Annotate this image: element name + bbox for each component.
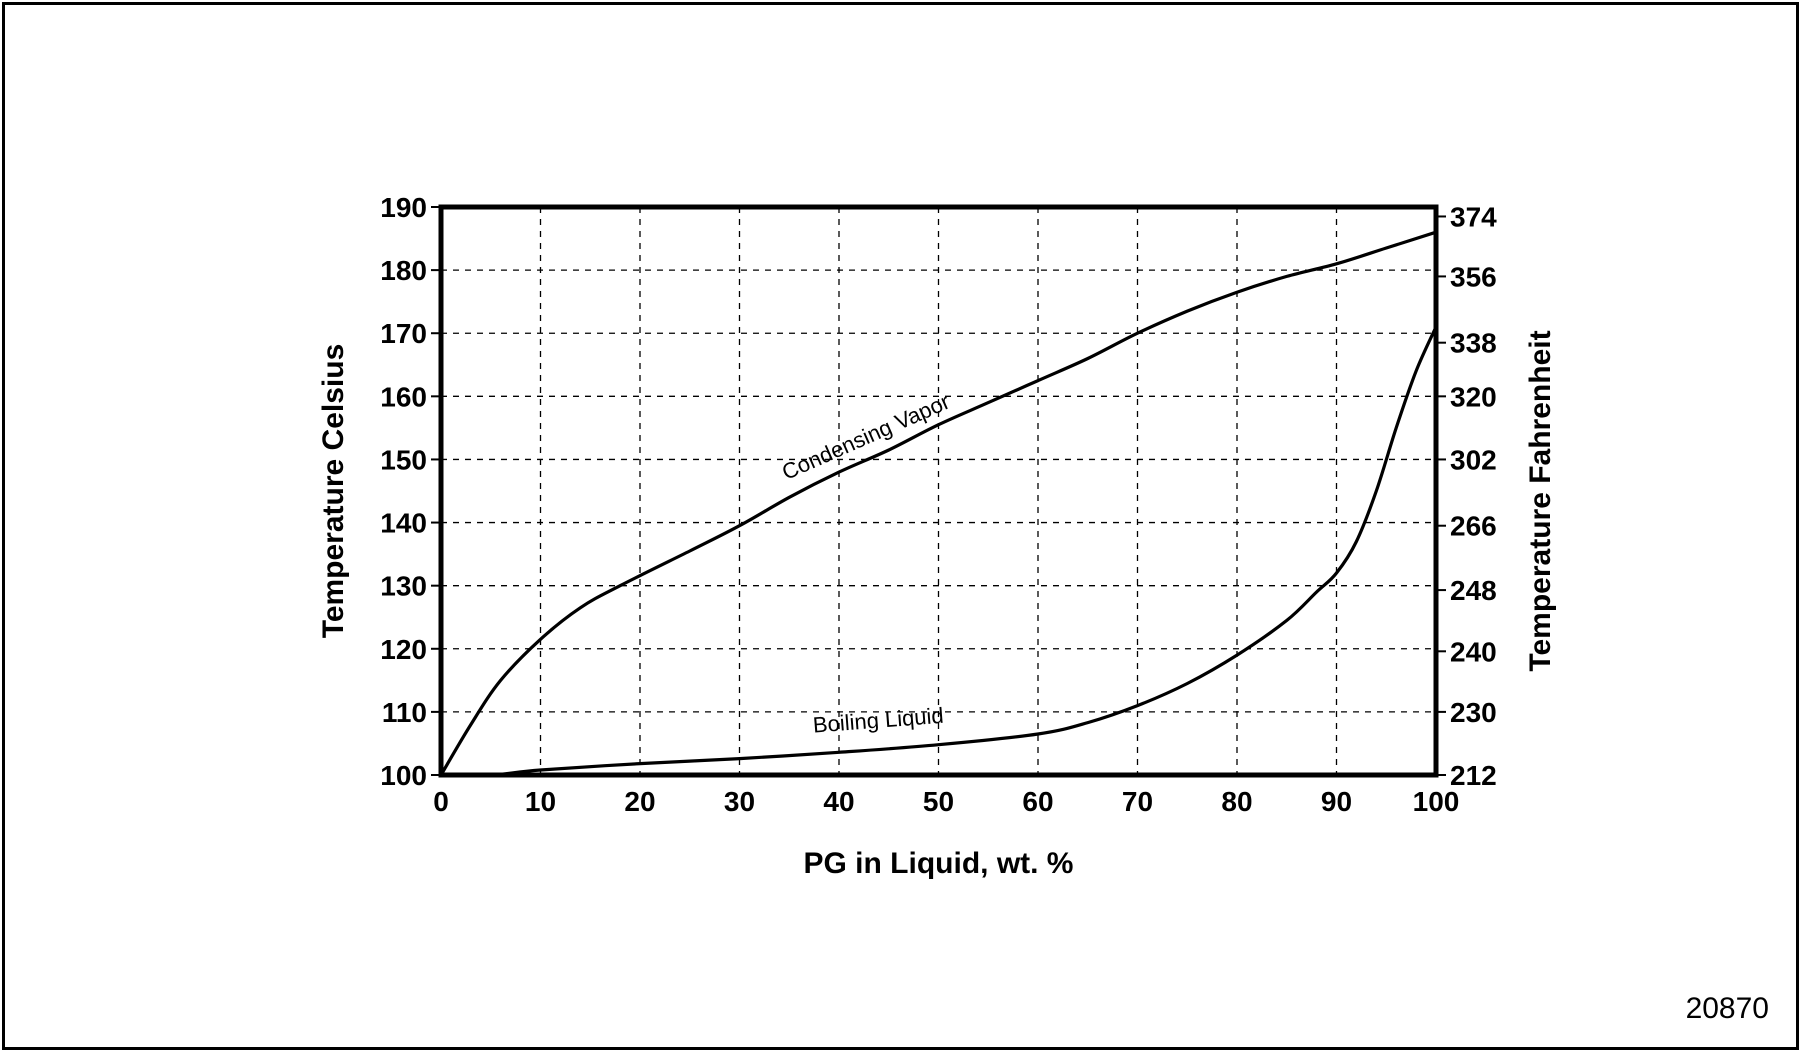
y-tick-label: 190: [380, 192, 427, 223]
figure-number: 20870: [1685, 992, 1769, 1025]
x-tick-label: 70: [1122, 786, 1153, 817]
series-lines: [439, 230, 1438, 777]
y-right-tick-label: 374: [1450, 201, 1497, 232]
x-axis-title: PG in Liquid, wt. %: [804, 847, 1074, 880]
y-tick-label: 140: [380, 508, 427, 539]
x-tick-label: 30: [724, 786, 755, 817]
x-tick-labels: 0 10 20 30 40 50 60 70 80 90 100: [433, 786, 1459, 817]
y-tick-label: 180: [380, 255, 427, 286]
y-right-tick-label: 240: [1450, 636, 1497, 667]
x-tick-label: 20: [624, 786, 655, 817]
y-tick-label: 120: [380, 634, 427, 665]
y-right-tick-label: 320: [1450, 381, 1497, 412]
y-right-tick-label: 338: [1450, 328, 1497, 359]
y-tick-label: 100: [380, 760, 427, 791]
y-right-tick-label: 230: [1450, 697, 1497, 728]
x-tick-label: 50: [923, 786, 954, 817]
x-tick-label: 90: [1321, 786, 1352, 817]
y-tick-label: 110: [382, 697, 427, 728]
grid: [441, 207, 1436, 775]
x-tick-label: 80: [1221, 786, 1252, 817]
x-tick-label: 0: [433, 786, 449, 817]
y-axis-title: Temperature Celsius: [317, 344, 350, 639]
y-tick-label: 170: [380, 318, 427, 349]
boiling-liquid-line: [439, 325, 1438, 777]
y-tick-labels: 100 110 120 130 140 150 160 170 180 190: [380, 192, 441, 791]
annotations: Condensing Vapor Boiling Liquid: [778, 389, 953, 738]
y-right-tick-label: 302: [1450, 444, 1497, 475]
y-tick-label: 150: [380, 444, 427, 475]
y-right-tick-label: 266: [1450, 511, 1497, 542]
x-tick-label: 100: [1413, 786, 1460, 817]
x-tick-label: 10: [525, 786, 556, 817]
y-tick-label: 160: [380, 381, 427, 412]
y-tick-label: 130: [380, 571, 427, 602]
y-right-axis-title: Temperature Fahrenheit: [1524, 330, 1557, 671]
plot-area-border: [438, 204, 1439, 778]
annotation-boiling-liquid: Boiling Liquid: [812, 703, 944, 738]
y-right-tick-label: 212: [1450, 760, 1497, 791]
x-tick-label: 60: [1022, 786, 1053, 817]
annotation-condensing-vapor: Condensing Vapor: [778, 389, 953, 485]
x-tick-label: 40: [823, 786, 854, 817]
y-right-tick-label: 248: [1450, 575, 1497, 606]
y-right-tick-labels: 212 230 240 248 266 302 320 338 356 374: [1436, 201, 1497, 791]
y-right-tick-label: 356: [1450, 261, 1497, 292]
condensing-vapor-line: [439, 230, 1438, 777]
